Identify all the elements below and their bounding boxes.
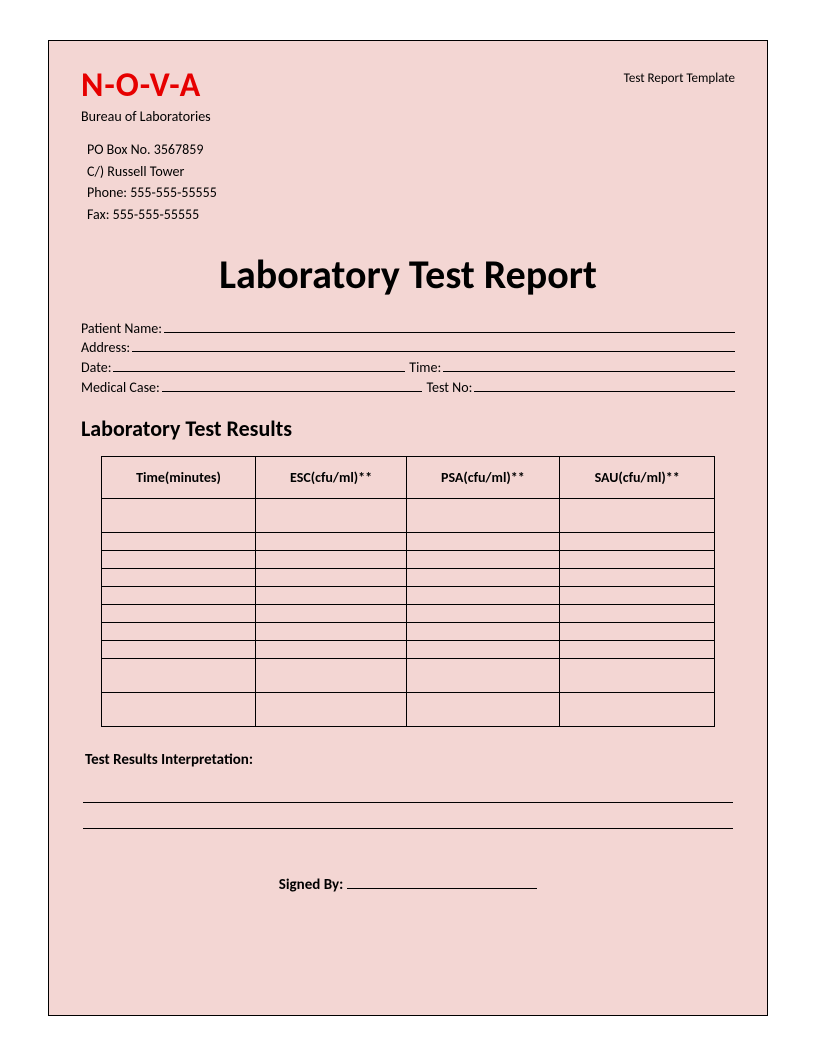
table-cell[interactable] bbox=[256, 623, 406, 641]
patient-name-label: Patient Name: bbox=[81, 319, 162, 339]
table-cell[interactable] bbox=[101, 551, 256, 569]
field-patient-name: Patient Name: bbox=[81, 319, 735, 339]
interpretation-label: Test Results Interpretation: bbox=[85, 751, 735, 769]
table-row bbox=[101, 569, 715, 587]
table-cell[interactable] bbox=[406, 587, 559, 605]
results-table: Time(minutes) ESC(cfu/ml)** PSA(cfu/ml)*… bbox=[101, 456, 716, 727]
time-label: Time: bbox=[409, 358, 441, 378]
header-left: N-O-V-A Bureau of Laboratories PO Box No… bbox=[81, 65, 217, 226]
table-cell[interactable] bbox=[101, 533, 256, 551]
header-row: N-O-V-A Bureau of Laboratories PO Box No… bbox=[81, 65, 735, 226]
medical-case-input[interactable] bbox=[162, 378, 423, 392]
contact-pobox: PO Box No. 3567859 bbox=[87, 139, 217, 161]
date-label: Date: bbox=[81, 358, 111, 378]
interpretation-lines bbox=[81, 781, 735, 829]
table-cell[interactable] bbox=[256, 641, 406, 659]
address-input[interactable] bbox=[132, 338, 735, 352]
table-cell[interactable] bbox=[406, 623, 559, 641]
logo-text: N-O-V-A bbox=[81, 65, 217, 106]
table-cell[interactable] bbox=[406, 659, 559, 693]
table-cell[interactable] bbox=[101, 569, 256, 587]
table-cell[interactable] bbox=[406, 693, 559, 727]
table-cell[interactable] bbox=[559, 605, 714, 623]
col-time: Time(minutes) bbox=[101, 457, 256, 499]
table-cell[interactable] bbox=[256, 569, 406, 587]
table-cell[interactable] bbox=[101, 641, 256, 659]
table-row bbox=[101, 693, 715, 727]
template-label: Test Report Template bbox=[624, 71, 735, 86]
table-cell[interactable] bbox=[559, 693, 714, 727]
table-cell[interactable] bbox=[256, 551, 406, 569]
table-row bbox=[101, 587, 715, 605]
table-cell[interactable] bbox=[256, 605, 406, 623]
test-no-label: Test No: bbox=[426, 378, 472, 398]
table-row bbox=[101, 659, 715, 693]
table-cell[interactable] bbox=[256, 587, 406, 605]
table-cell[interactable] bbox=[101, 693, 256, 727]
signature-row: Signed By: bbox=[81, 875, 735, 894]
table-cell[interactable] bbox=[101, 587, 256, 605]
table-cell[interactable] bbox=[256, 659, 406, 693]
contact-co: C/) Russell Tower bbox=[87, 161, 217, 183]
results-header-row: Time(minutes) ESC(cfu/ml)** PSA(cfu/ml)*… bbox=[101, 457, 715, 499]
test-no-input[interactable] bbox=[474, 378, 735, 392]
table-cell[interactable] bbox=[559, 659, 714, 693]
interpretation-line[interactable] bbox=[83, 807, 733, 829]
col-psa: PSA(cfu/ml)** bbox=[406, 457, 559, 499]
results-section-title: Laboratory Test Results bbox=[81, 415, 735, 442]
table-row bbox=[101, 551, 715, 569]
report-page: N-O-V-A Bureau of Laboratories PO Box No… bbox=[48, 40, 768, 1016]
table-row bbox=[101, 605, 715, 623]
field-date-time: Date: Time: bbox=[81, 358, 735, 378]
table-cell[interactable] bbox=[406, 551, 559, 569]
form-fields: Patient Name: Address: Date: Time: Medic… bbox=[81, 319, 735, 397]
table-cell[interactable] bbox=[406, 641, 559, 659]
table-cell[interactable] bbox=[559, 499, 714, 533]
date-input[interactable] bbox=[113, 358, 405, 372]
field-address: Address: bbox=[81, 338, 735, 358]
table-cell[interactable] bbox=[559, 533, 714, 551]
table-cell[interactable] bbox=[101, 605, 256, 623]
table-row bbox=[101, 499, 715, 533]
contact-phone: Phone: 555-555-55555 bbox=[87, 182, 217, 204]
table-cell[interactable] bbox=[559, 623, 714, 641]
col-esc: ESC(cfu/ml)** bbox=[256, 457, 406, 499]
main-title: Laboratory Test Report bbox=[81, 250, 735, 299]
table-row bbox=[101, 533, 715, 551]
table-cell[interactable] bbox=[406, 569, 559, 587]
contact-fax: Fax: 555-555-55555 bbox=[87, 204, 217, 226]
table-cell[interactable] bbox=[101, 623, 256, 641]
table-row bbox=[101, 641, 715, 659]
table-cell[interactable] bbox=[406, 605, 559, 623]
signed-by-label: Signed By: bbox=[279, 876, 343, 894]
table-cell[interactable] bbox=[101, 659, 256, 693]
contact-block: PO Box No. 3567859 C/) Russell Tower Pho… bbox=[87, 139, 217, 226]
table-cell[interactable] bbox=[559, 641, 714, 659]
patient-name-input[interactable] bbox=[164, 319, 735, 333]
table-cell[interactable] bbox=[559, 569, 714, 587]
table-cell[interactable] bbox=[256, 499, 406, 533]
table-cell[interactable] bbox=[256, 693, 406, 727]
table-cell[interactable] bbox=[406, 533, 559, 551]
address-label: Address: bbox=[81, 338, 130, 358]
table-row bbox=[101, 623, 715, 641]
table-cell[interactable] bbox=[406, 499, 559, 533]
time-input[interactable] bbox=[443, 358, 735, 372]
table-cell[interactable] bbox=[101, 499, 256, 533]
table-cell[interactable] bbox=[256, 533, 406, 551]
field-case-testno: Medical Case: Test No: bbox=[81, 378, 735, 398]
col-sau: SAU(cfu/ml)** bbox=[559, 457, 714, 499]
table-cell[interactable] bbox=[559, 551, 714, 569]
bureau-label: Bureau of Laboratories bbox=[81, 108, 217, 125]
table-cell[interactable] bbox=[559, 587, 714, 605]
interpretation-line[interactable] bbox=[83, 781, 733, 803]
signed-by-input[interactable] bbox=[347, 875, 537, 889]
medical-case-label: Medical Case: bbox=[81, 378, 160, 398]
